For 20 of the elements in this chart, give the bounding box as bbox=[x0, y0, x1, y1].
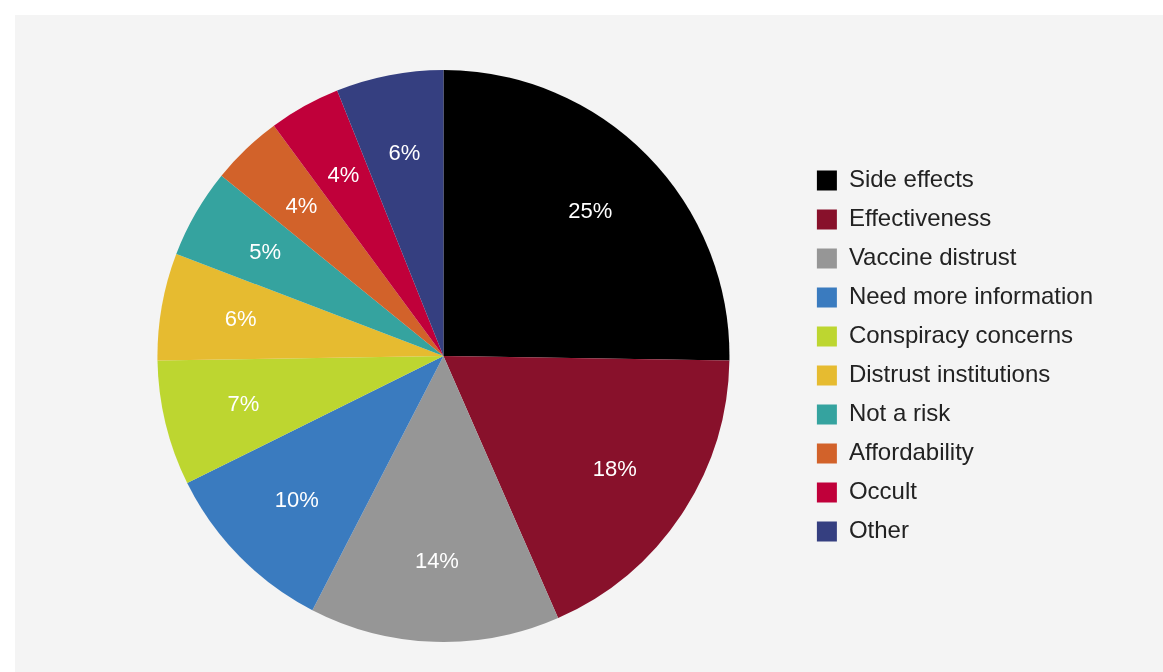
data-label: 25% bbox=[568, 197, 613, 223]
data-label: 4% bbox=[285, 193, 318, 219]
legend-label: Effectiveness bbox=[848, 204, 992, 232]
legend-label: Affordability bbox=[848, 438, 974, 466]
data-label: 14% bbox=[414, 547, 459, 573]
legend-label: Need more information bbox=[848, 282, 1094, 310]
legend-label: Distrust institutions bbox=[848, 360, 1051, 388]
legend-label: Not a risk bbox=[848, 399, 952, 427]
data-label: 5% bbox=[249, 239, 282, 265]
legend-label: Vaccine distrust bbox=[848, 243, 1017, 271]
data-label: 4% bbox=[327, 162, 360, 188]
data-label: 18% bbox=[592, 456, 637, 482]
data-label: 6% bbox=[388, 139, 421, 165]
data-label: 10% bbox=[274, 486, 319, 512]
legend-label: Other bbox=[848, 516, 909, 544]
legend-label: Occult bbox=[848, 477, 918, 505]
data-label: 7% bbox=[227, 390, 260, 416]
legend-label: Conspiracy concerns bbox=[848, 321, 1073, 349]
legend-label: Side effects bbox=[848, 165, 974, 193]
data-label: 6% bbox=[224, 306, 257, 332]
